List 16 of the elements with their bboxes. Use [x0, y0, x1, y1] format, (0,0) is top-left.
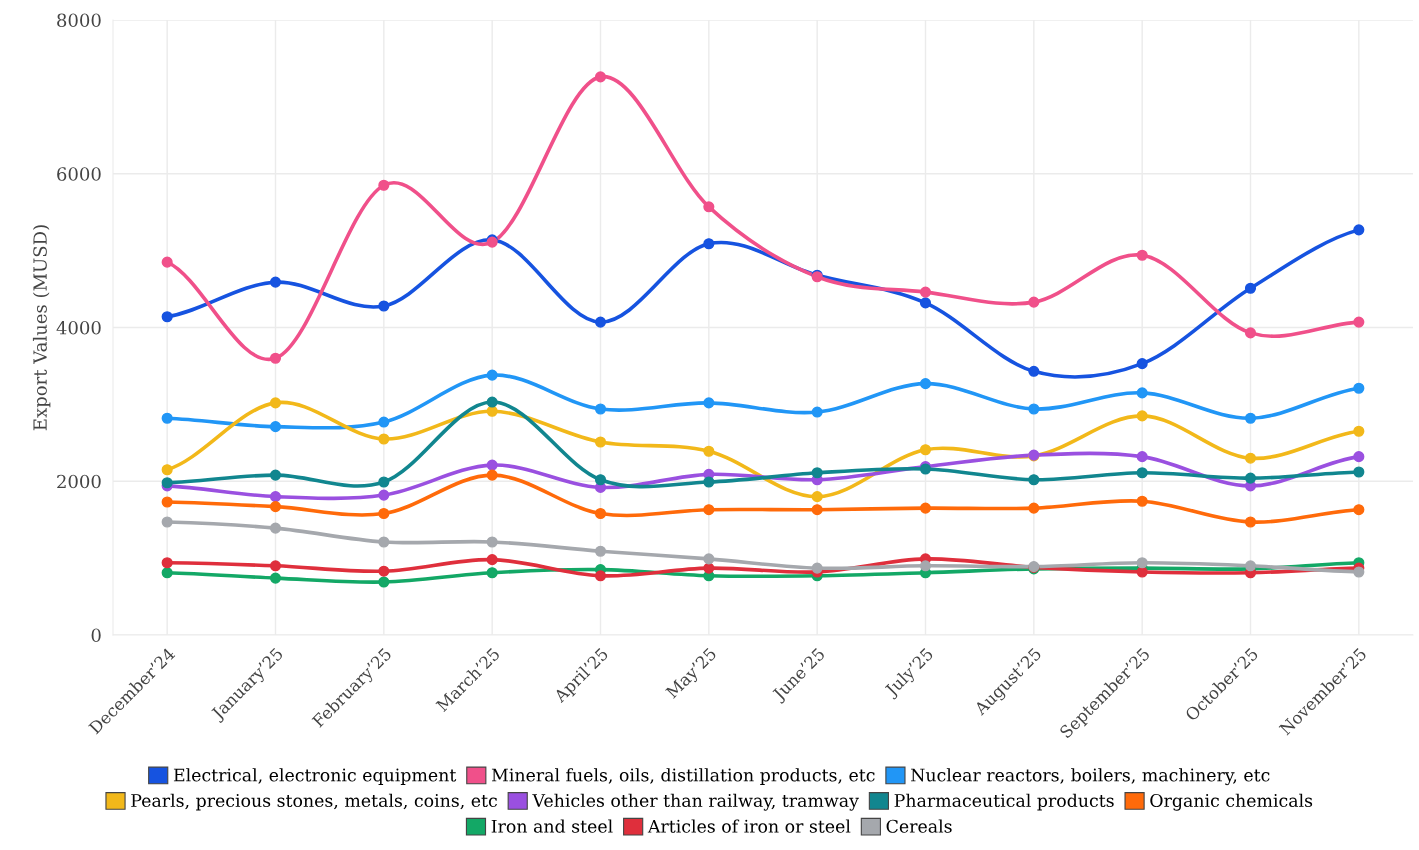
legend-label: Iron and steel	[491, 819, 613, 833]
y-tick-label: 0	[91, 628, 101, 643]
legend-label: Nuclear reactors, boilers, machinery, etc	[911, 768, 1270, 786]
legend-label: Mineral fuels, oils, distillation products, etc	[491, 768, 875, 785]
legend-label: Articles of iron or steel	[647, 819, 851, 833]
legend-label: Pharmaceutical products	[894, 793, 1114, 811]
y-tick-label: 4000	[56, 320, 101, 335]
legend-label: Organic chemicals	[1150, 793, 1313, 811]
y-tick-label: 2000	[57, 474, 101, 489]
y-axis-title: Export Values (MUSD)	[32, 225, 51, 431]
y-tick-label: 6000	[57, 167, 101, 181]
legend-label: Electrical, electronic equipment	[173, 768, 457, 785]
legend-label: Vehicles other than railway, tramway	[532, 793, 859, 811]
legend-label: Cereals	[886, 819, 952, 833]
legend-label: Pearls, precious stones, metals, coins, etc	[131, 793, 497, 811]
y-tick-label: 8000	[57, 13, 101, 28]
